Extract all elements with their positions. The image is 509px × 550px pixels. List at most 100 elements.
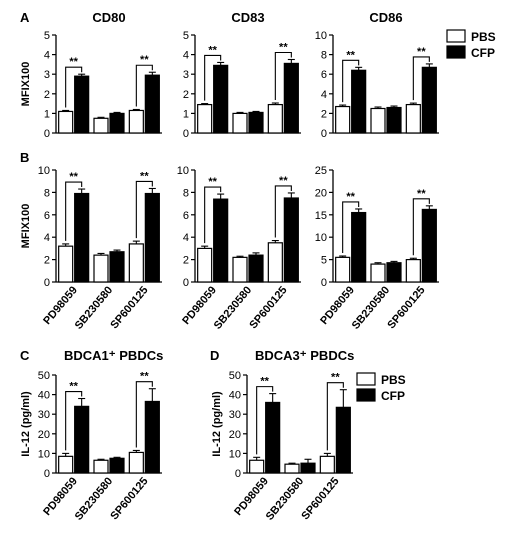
bar-cfp bbox=[386, 262, 402, 283]
y-tick-label: 4 bbox=[183, 232, 189, 244]
y-tick-label: 1 bbox=[44, 108, 50, 120]
legend-swatch-pbs bbox=[446, 29, 466, 43]
significance-bracket bbox=[65, 66, 83, 108]
bar-pbs bbox=[128, 451, 144, 474]
significance-bracket bbox=[65, 181, 83, 241]
y-tick-label: 5 bbox=[183, 30, 189, 42]
chart-panel-3: CD86 0 2 4 6 8 10 ** ** bbox=[315, 10, 439, 140]
bar-cfp bbox=[144, 74, 160, 134]
panel-title: BDCA1⁺ PBDCs bbox=[64, 348, 163, 363]
bar-cfp bbox=[351, 69, 367, 134]
bar-pbs bbox=[58, 245, 74, 283]
y-tick-label: 8 bbox=[321, 50, 327, 62]
bar-pbs bbox=[370, 263, 386, 283]
y-tick-label: 40 bbox=[38, 390, 50, 402]
bar-cfp bbox=[109, 457, 125, 474]
y-tick-label: 10 bbox=[38, 165, 50, 177]
bar-pbs bbox=[93, 117, 109, 134]
y-tick-label: 0 bbox=[321, 277, 327, 289]
y-tick-label: 5 bbox=[44, 30, 50, 42]
bar-cfp bbox=[109, 251, 125, 283]
x-tick-label: SP600125 bbox=[108, 475, 150, 522]
significance-label: ** bbox=[208, 44, 217, 56]
x-tick-label: PD98059 bbox=[41, 475, 80, 518]
legend-swatch-cfp bbox=[356, 388, 376, 402]
y-tick-label: 5 bbox=[321, 255, 327, 267]
y-tick-label: 0 bbox=[44, 128, 50, 140]
y-tick-label: 10 bbox=[315, 30, 327, 42]
y-tick-label: 4 bbox=[44, 232, 50, 244]
panel-letter: C bbox=[20, 348, 30, 363]
bar-pbs bbox=[405, 259, 421, 283]
bar-pbs bbox=[319, 455, 335, 474]
significance-bracket bbox=[65, 390, 83, 451]
significance-bracket bbox=[342, 201, 360, 254]
y-tick-label: 10 bbox=[315, 232, 327, 244]
y-tick-label: 50 bbox=[38, 370, 50, 382]
bar-cfp bbox=[351, 211, 367, 283]
bar-cfp bbox=[283, 62, 299, 134]
x-tick-label: PD98059 bbox=[318, 284, 357, 327]
y-axis-label: MFIX100 bbox=[20, 62, 32, 107]
y-tick-label: 4 bbox=[183, 50, 189, 62]
y-tick-label: 8 bbox=[183, 187, 189, 199]
legend-label: PBS bbox=[471, 30, 496, 44]
x-tick-label: SP600125 bbox=[385, 284, 427, 331]
bar-cfp bbox=[248, 254, 264, 283]
bar-pbs bbox=[335, 105, 351, 134]
bar-pbs bbox=[128, 243, 144, 283]
y-tick-label: 10 bbox=[229, 448, 241, 460]
bar-pbs bbox=[370, 107, 386, 134]
significance-bracket bbox=[412, 198, 430, 256]
y-tick-label: 20 bbox=[315, 187, 327, 199]
bar-cfp bbox=[144, 400, 160, 474]
significance-label: ** bbox=[331, 372, 340, 384]
y-tick-label: 0 bbox=[183, 277, 189, 289]
y-tick-label: 2 bbox=[321, 108, 327, 120]
bar-cfp bbox=[386, 106, 402, 134]
significance-label: ** bbox=[279, 175, 288, 187]
y-axis-label: IL-12 (pg/ml) bbox=[211, 391, 223, 457]
significance-bracket bbox=[204, 54, 222, 101]
y-tick-label: 2 bbox=[183, 255, 189, 267]
bar-cfp bbox=[144, 192, 160, 283]
y-tick-label: 0 bbox=[44, 277, 50, 289]
bar-pbs bbox=[335, 256, 351, 283]
legend-swatch-pbs bbox=[356, 372, 376, 386]
y-tick-label: 0 bbox=[321, 128, 327, 140]
bar-cfp bbox=[109, 112, 125, 134]
significance-bracket bbox=[135, 381, 153, 448]
x-tick-label: PD98059 bbox=[180, 284, 219, 327]
significance-label: ** bbox=[260, 376, 269, 388]
y-tick-label: 8 bbox=[44, 187, 50, 199]
bar-pbs bbox=[249, 459, 265, 474]
bar-cfp bbox=[300, 462, 316, 474]
x-tick-label: SP600125 bbox=[108, 284, 150, 331]
chart-panel-8: D BDCA3⁺ PBDCs IL-12 (pg/ml) 0 10 20 30 40 50 PD9… bbox=[210, 348, 354, 523]
significance-bracket bbox=[204, 186, 222, 244]
legend-swatch-cfp bbox=[446, 45, 466, 59]
x-tick-label: PD98059 bbox=[41, 284, 80, 327]
legend-label: CFP bbox=[471, 46, 495, 60]
significance-label: ** bbox=[279, 42, 288, 54]
significance-label: ** bbox=[346, 49, 355, 61]
significance-bracket bbox=[326, 382, 344, 451]
legend-label: CFP bbox=[381, 389, 405, 403]
y-tick-label: 6 bbox=[321, 69, 327, 81]
significance-bracket bbox=[274, 51, 292, 101]
panel-title: CD83 bbox=[231, 10, 264, 25]
bar-cfp bbox=[74, 75, 90, 134]
panel-letter: A bbox=[20, 10, 30, 25]
bar-pbs bbox=[267, 242, 283, 283]
panel-title: CD80 bbox=[92, 10, 125, 25]
significance-label: ** bbox=[208, 176, 217, 188]
y-tick-label: 50 bbox=[229, 370, 241, 382]
significance-bracket bbox=[274, 185, 292, 238]
bar-pbs bbox=[232, 256, 248, 283]
x-tick-label: SP600125 bbox=[247, 284, 289, 331]
panel-title: CD86 bbox=[369, 10, 402, 25]
y-axis-label: MFIX100 bbox=[20, 204, 32, 249]
